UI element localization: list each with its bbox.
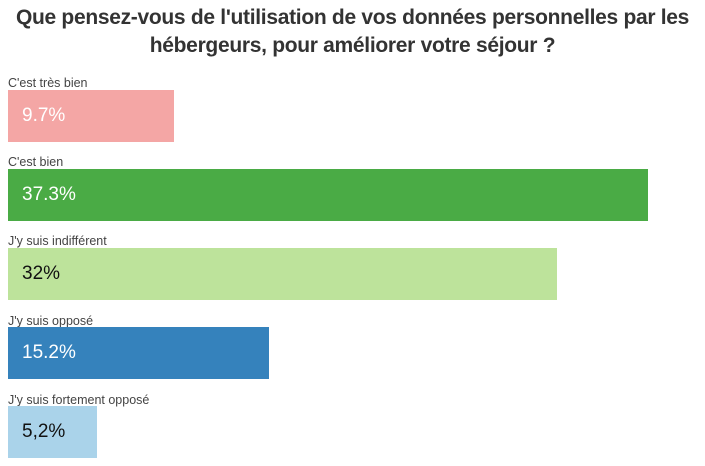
- chart-title: Que pensez-vous de l'utilisation de vos …: [0, 4, 705, 60]
- category-label: J'y suis fortement opposé: [8, 393, 150, 407]
- bar-value-label: 32%: [22, 263, 61, 284]
- category-label: J'y suis opposé: [8, 314, 94, 328]
- category-label: C'est bien: [8, 155, 64, 169]
- chart-title-line-2: hébergeurs, pour améliorer votre séjour …: [149, 34, 556, 57]
- bar: [8, 406, 97, 458]
- chart-title-line-1: Que pensez-vous de l'utilisation de vos …: [15, 6, 690, 29]
- bar-value-label: 15.2%: [22, 342, 76, 363]
- bar: [8, 248, 557, 300]
- category-label: J'y suis indifférent: [8, 234, 107, 248]
- bar: [8, 169, 648, 221]
- category-label: C'est très bien: [8, 76, 88, 90]
- bar-value-label: 37.3%: [22, 184, 76, 205]
- bar-value-label: 5,2%: [22, 421, 66, 442]
- bar-value-label: 9.7%: [22, 105, 66, 126]
- bar: [8, 327, 269, 379]
- bar: [8, 90, 174, 142]
